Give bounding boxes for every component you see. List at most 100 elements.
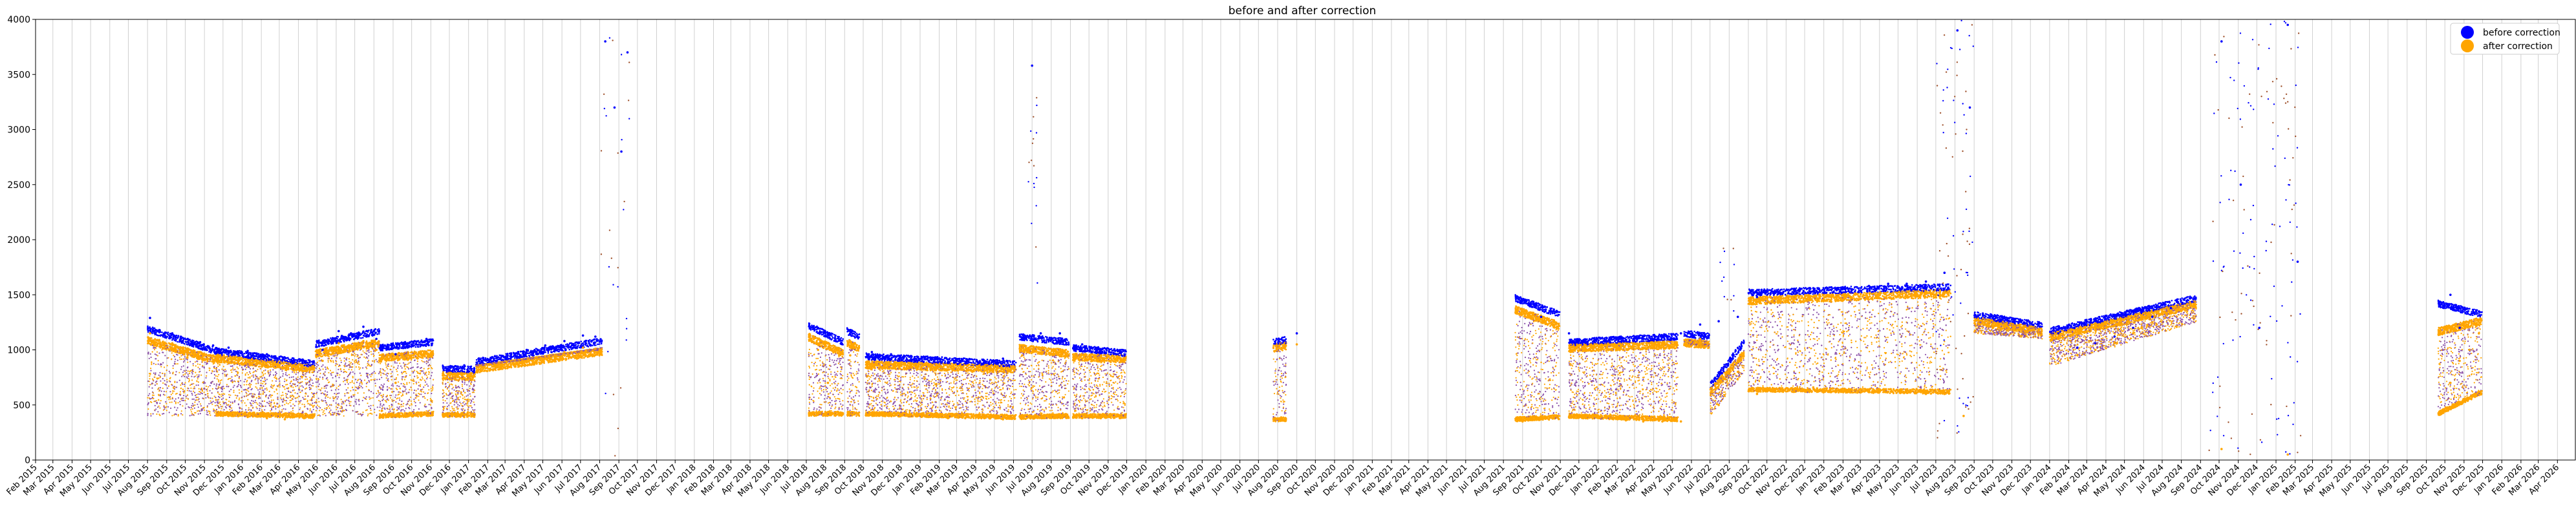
data-point: [206, 364, 207, 365]
data-point: [198, 381, 199, 382]
data-point-after: [294, 416, 296, 418]
data-point: [155, 372, 156, 373]
data-point: [285, 384, 286, 385]
data-point: [360, 367, 361, 368]
data-point: [260, 380, 261, 381]
data-point-before: [177, 335, 179, 337]
data-point: [203, 366, 204, 368]
data-point: [268, 373, 269, 374]
data-point: [263, 381, 264, 382]
data-point: [255, 383, 257, 384]
data-point: [250, 385, 251, 386]
data-point: [343, 415, 345, 417]
data-point-before: [206, 350, 208, 351]
data-point: [160, 381, 161, 382]
data-point-after: [284, 364, 286, 366]
data-point-after: [259, 360, 261, 362]
data-point: [325, 366, 326, 368]
data-point-after: [256, 360, 258, 362]
data-point: [258, 393, 259, 395]
data-point: [310, 408, 311, 410]
data-point-before: [219, 349, 221, 351]
data-point: [182, 405, 183, 406]
data-point: [232, 368, 233, 369]
data-point-after: [312, 415, 314, 417]
data-point: [354, 353, 355, 354]
data-point: [362, 346, 363, 347]
data-point: [372, 404, 374, 406]
data-point-after: [184, 347, 186, 349]
data-point: [313, 367, 314, 368]
data-point: [367, 357, 368, 359]
data-point: [362, 350, 363, 351]
data-point: [286, 393, 288, 395]
data-point-after: [223, 414, 225, 416]
data-point: [264, 392, 265, 393]
data-point: [217, 405, 219, 406]
data-point: [153, 395, 155, 396]
data-point: [362, 400, 363, 401]
data-point: [311, 400, 312, 401]
data-point-after: [193, 357, 195, 359]
data-point: [239, 407, 240, 408]
data-point: [266, 394, 267, 395]
data-point: [189, 373, 190, 374]
data-point: [245, 409, 246, 410]
data-point: [210, 403, 211, 404]
data-point: [241, 414, 242, 415]
data-point: [222, 395, 224, 396]
data-point-after: [297, 415, 299, 417]
data-point: [230, 370, 231, 371]
data-point-after: [147, 340, 149, 342]
data-point: [159, 415, 160, 416]
data-point: [209, 385, 211, 386]
data-point: [356, 403, 357, 404]
data-point: [276, 364, 277, 365]
data-point: [288, 374, 290, 375]
data-point: [323, 368, 324, 370]
data-point: [195, 365, 197, 366]
data-point: [173, 372, 174, 373]
data-point: [270, 372, 271, 373]
data-point: [370, 397, 372, 399]
data-point: [231, 355, 233, 357]
data-point: [262, 411, 263, 412]
data-point-before: [221, 354, 223, 356]
data-point: [257, 380, 259, 381]
data-point-before: [208, 347, 210, 349]
data-point: [192, 403, 193, 404]
data-point: [171, 384, 173, 386]
data-point: [378, 400, 380, 401]
data-point: [263, 390, 264, 391]
data-point: [317, 408, 318, 409]
data-point-after: [228, 359, 230, 361]
data-point-before: [252, 352, 254, 354]
data-point: [197, 381, 198, 382]
data-point: [325, 390, 326, 392]
data-point: [314, 371, 315, 372]
data-point: [264, 401, 265, 402]
data-point: [279, 384, 281, 386]
data-point: [222, 406, 223, 407]
data-point: [283, 397, 284, 399]
data-point-before: [282, 359, 284, 361]
data-point-before: [187, 341, 189, 343]
data-point: [226, 370, 227, 372]
data-point: [204, 407, 205, 408]
data-point: [264, 373, 266, 374]
data-point-after: [263, 413, 265, 415]
data-point: [288, 391, 289, 392]
data-point: [255, 370, 256, 372]
data-point: [153, 392, 154, 393]
data-point-after: [245, 359, 247, 361]
data-point: [184, 373, 186, 375]
data-point-before: [211, 348, 213, 350]
data-point-after: [219, 414, 221, 415]
data-point: [259, 403, 260, 404]
data-point: [356, 411, 358, 412]
data-point: [298, 401, 299, 402]
data-point: [191, 407, 192, 408]
data-point: [169, 378, 171, 379]
data-point-after: [309, 366, 311, 368]
data-point-after: [281, 368, 283, 370]
